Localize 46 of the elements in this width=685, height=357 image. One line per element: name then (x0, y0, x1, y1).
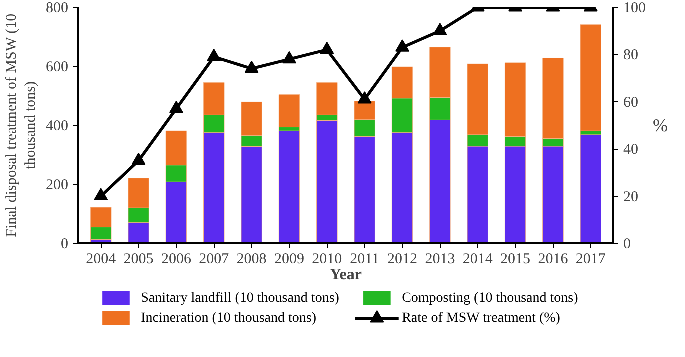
y-tick-label: 600 (46, 60, 68, 76)
bar (278, 130, 300, 244)
x-tick-label: 2015 (500, 252, 531, 268)
x-tick-label: 2011 (350, 252, 380, 268)
x-tick-label: 2006 (161, 252, 192, 268)
point (169, 100, 184, 114)
y2-tick-label: 60 (624, 94, 638, 111)
point (358, 92, 372, 104)
legend-label: Rate of MSW treatment (%) (402, 311, 561, 326)
y-tick-label: 800 (46, 0, 68, 16)
point (94, 188, 108, 201)
y-tick-label: 400 (46, 118, 68, 134)
point (433, 23, 448, 36)
bar (580, 24, 602, 132)
point (244, 60, 259, 74)
point (132, 152, 146, 166)
x-tick-label: 2008 (236, 252, 267, 268)
y2-tick-label: 40 (624, 142, 638, 158)
point (320, 42, 334, 54)
point (282, 51, 296, 64)
x-tick-label: 2014 (462, 252, 494, 268)
x-tick-label: 2010 (312, 252, 342, 268)
y-axis-title: Final disposal treatment of MSW (10 thousand tons) (4, 14, 39, 238)
y2-tick-label: 0 (624, 236, 631, 252)
legend-label: Composting (10 thousand tons) (402, 291, 579, 306)
y-tick-label: 0 (61, 236, 68, 252)
y2-tick-label: 100 (624, 0, 646, 16)
bar (278, 94, 300, 128)
x-tick-label: 2016 (538, 252, 569, 268)
x-tick-label: 2005 (124, 252, 154, 268)
x-tick-label: 2013 (425, 252, 456, 268)
x-tick-label: 2017 (576, 252, 606, 268)
y2-tick-label: 80 (624, 48, 638, 64)
point (207, 49, 222, 62)
y-tick-label: 200 (46, 178, 68, 194)
x-tick-label: 2007 (199, 252, 230, 268)
y2-tick-label: 20 (624, 189, 638, 206)
x-axis-title: Year (330, 266, 362, 284)
x-tick-label: 2004 (86, 252, 117, 268)
y2-axis-title: % (653, 116, 668, 136)
legend-label: Incineration (10 thousand tons) (141, 311, 317, 326)
x-tick-label: 2012 (388, 252, 418, 268)
bar (580, 134, 602, 244)
legend-label: Sanitary landfill (10 thousand tons) (141, 291, 340, 306)
point (396, 40, 410, 52)
x-tick-label: 2009 (274, 252, 304, 268)
